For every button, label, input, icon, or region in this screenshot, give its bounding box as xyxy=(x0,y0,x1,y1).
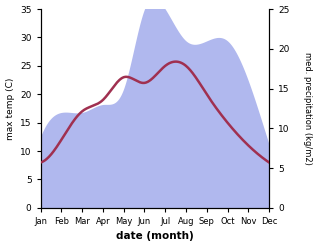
Y-axis label: med. precipitation (kg/m2): med. precipitation (kg/m2) xyxy=(303,52,313,165)
X-axis label: date (month): date (month) xyxy=(116,231,194,242)
Y-axis label: max temp (C): max temp (C) xyxy=(5,77,15,140)
